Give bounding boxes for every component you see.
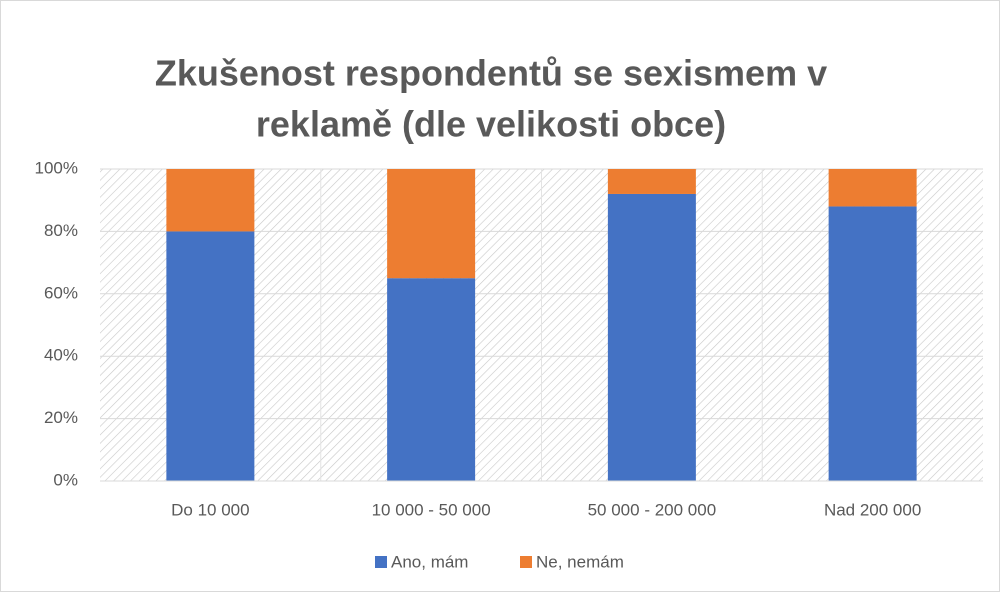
chart-title: Zkušenost respondentů se sexismem v (155, 53, 827, 94)
bar-segment (828, 169, 917, 207)
legend-label: Ano, mám (391, 552, 468, 571)
y-tick-label: 0% (53, 470, 78, 489)
x-tick-label: Nad 200 000 (824, 500, 921, 519)
y-tick-label: 100% (35, 158, 78, 177)
legend-swatch (375, 556, 387, 568)
bar-segment (607, 193, 696, 481)
y-tick-label: 40% (44, 346, 78, 365)
bar-segment (166, 231, 255, 481)
bar-segment (607, 169, 696, 194)
bar-segment (828, 206, 917, 481)
legend-swatch (520, 556, 532, 568)
x-tick-label: Do 10 000 (171, 500, 249, 519)
chart-title: reklamě (dle velikosti obce) (256, 104, 726, 145)
bar-segment (387, 278, 476, 481)
x-tick-label: 10 000 - 50 000 (372, 500, 491, 519)
y-tick-label: 60% (44, 283, 78, 302)
y-tick-label: 20% (44, 408, 78, 427)
y-tick-label: 80% (44, 221, 78, 240)
x-tick-label: 50 000 - 200 000 (588, 500, 717, 519)
bar-segment (166, 169, 255, 232)
bar-segment (387, 169, 476, 279)
legend-label: Ne, nemám (536, 552, 624, 571)
